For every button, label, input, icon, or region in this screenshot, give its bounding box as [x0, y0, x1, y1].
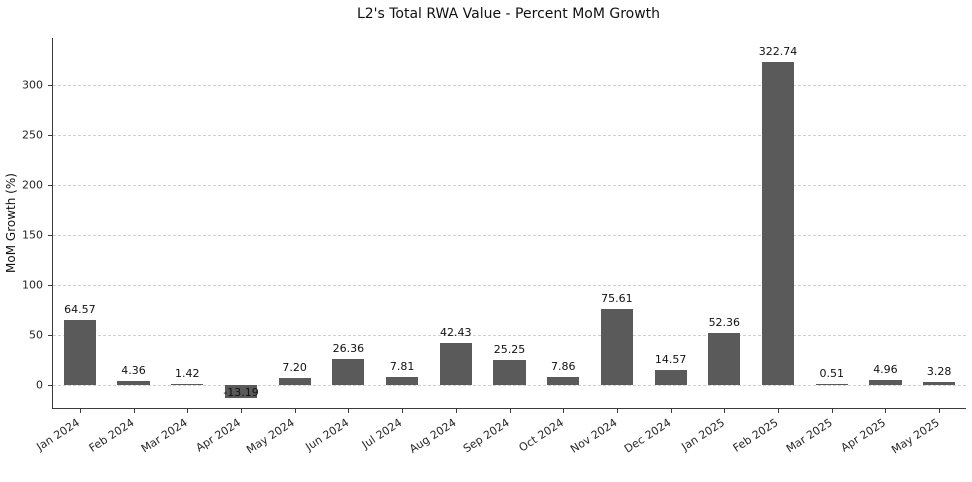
y-tick-label: 150 [22, 228, 43, 242]
x-tick-label: Apr 2025 [838, 416, 888, 455]
bar [547, 377, 580, 385]
x-tick-mark [778, 409, 780, 413]
bar-value-label: 7.81 [389, 360, 415, 374]
x-tick-mark [294, 409, 296, 413]
bar [869, 380, 902, 385]
bar-value-label: 26.36 [332, 341, 365, 355]
y-tick-mark [48, 385, 52, 386]
x-tick-label: Jun 2024 [303, 416, 351, 454]
gridline [53, 135, 966, 136]
bar [278, 377, 311, 385]
y-tick-mark [48, 85, 52, 86]
bar [117, 380, 150, 385]
x-tick-label: Nov 2024 [567, 416, 620, 456]
gridline [53, 85, 966, 86]
x-tick-mark [939, 409, 941, 413]
x-tick-mark [79, 409, 81, 413]
x-tick-mark [240, 409, 242, 413]
bar-value-label: 7.20 [282, 360, 307, 374]
bar [171, 383, 204, 385]
bar-value-label: -13.19 [223, 386, 259, 399]
x-tick-mark [670, 409, 672, 413]
x-tick-label: May 2025 [889, 416, 942, 457]
y-tick-mark [48, 285, 52, 286]
y-tick-mark [48, 235, 52, 236]
bar-value-label: 3.28 [926, 364, 952, 378]
y-tick-label: 0 [36, 378, 43, 392]
bar [600, 309, 634, 385]
x-tick-label: Jul 2024 [360, 416, 405, 452]
bar [385, 377, 419, 385]
gridline [53, 285, 966, 286]
x-tick-mark [831, 409, 833, 413]
x-tick-mark [455, 409, 457, 413]
y-tick-mark [48, 185, 52, 186]
bar-value-label: 7.86 [550, 360, 576, 374]
x-tick-label: Aug 2024 [406, 416, 459, 456]
gridline [53, 385, 966, 386]
bar-value-label: 42.43 [440, 325, 472, 339]
x-tick-mark [885, 409, 887, 413]
bar-value-label: 1.42 [175, 366, 200, 380]
x-tick-mark [616, 409, 618, 413]
y-tick-label: 250 [22, 128, 43, 142]
y-tick-label: 200 [22, 178, 43, 192]
bar-value-label: 322.74 [758, 45, 798, 59]
plot-area: 64.57 4.36 1.42 -13.19 7.20 26.36 7.81 42.43 25.… [48, 38, 966, 413]
bar-value-label: 4.36 [121, 363, 146, 377]
x-tick-label: Sep 2024 [461, 416, 513, 456]
bar-value-label: 4.96 [873, 363, 898, 377]
x-tick-label: Apr 2024 [194, 416, 244, 455]
x-tick-mark [402, 409, 404, 413]
x-tick-label: Jan 2025 [679, 416, 727, 454]
x-axis-labels: Jan 2024 Feb 2024 Mar 2024 Apr 2024 May 2024… [35, 409, 965, 481]
x-tick-mark [187, 409, 189, 413]
bar [332, 358, 365, 385]
bar [224, 385, 258, 399]
bar-value-label: 0.51 [819, 367, 844, 381]
bar [63, 320, 96, 385]
bar [708, 332, 741, 385]
y-axis-labels: 0 50 100 150 200 250 300 [0, 38, 52, 408]
y-tick-mark [48, 335, 52, 336]
y-tick-label: 100 [22, 278, 43, 292]
bar [654, 370, 687, 385]
bar-value-label: 14.57 [654, 353, 687, 367]
x-tick-mark [348, 409, 350, 413]
x-tick-label: May 2024 [244, 416, 298, 457]
x-tick-label: Dec 2024 [621, 416, 674, 456]
y-tick-label: 300 [22, 78, 43, 92]
gridline [53, 185, 966, 186]
y-tick-mark [48, 135, 52, 136]
bar [439, 342, 472, 385]
bar [493, 359, 526, 385]
x-tick-mark [509, 409, 511, 413]
x-tick-label: Feb 2025 [730, 416, 781, 455]
bar-value-label: 75.61 [601, 292, 633, 306]
y-tick-label: 50 [29, 328, 43, 342]
bar [815, 384, 848, 386]
bar-value-label: 52.36 [708, 315, 741, 329]
gridline [53, 235, 966, 236]
gridline [53, 335, 966, 336]
x-tick-label: Feb 2024 [86, 416, 137, 455]
x-tick-label: Mar 2024 [138, 416, 190, 456]
x-tick-label: Mar 2025 [783, 416, 835, 456]
chart-title: L2's Total RWA Value - Percent MoM Growt… [356, 6, 661, 22]
x-tick-mark [724, 409, 726, 413]
x-tick-mark [563, 409, 565, 413]
x-tick-label: Oct 2024 [516, 416, 566, 455]
x-tick-label: Jan 2024 [34, 416, 83, 454]
bar-value-label: 25.25 [493, 342, 526, 356]
bar-value-label: 64.57 [64, 303, 96, 317]
bar [923, 381, 956, 385]
x-tick-mark [133, 409, 135, 413]
bar [761, 62, 795, 385]
